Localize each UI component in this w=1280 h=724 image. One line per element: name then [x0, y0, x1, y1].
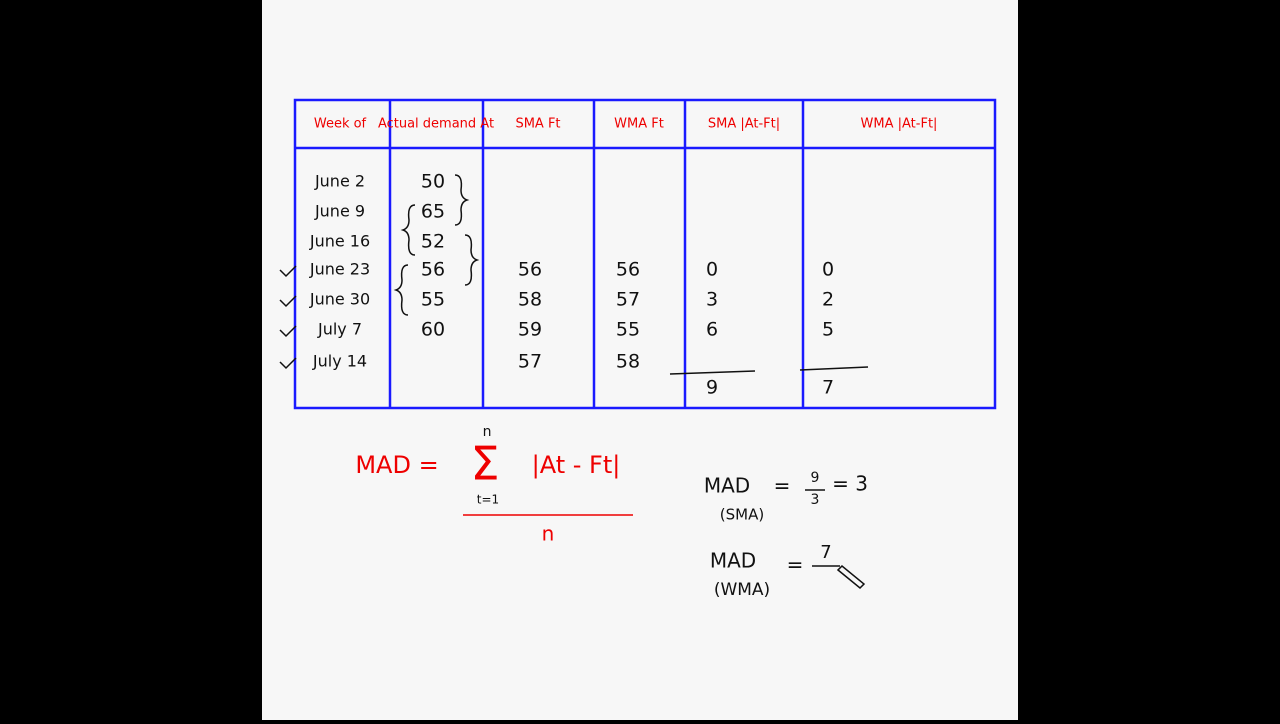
brace: [393, 264, 409, 316]
formula-term: |At - Ft|: [532, 451, 621, 479]
cell: June 23: [309, 260, 370, 279]
cell: 0: [822, 259, 834, 281]
formula: MAD = Σ n t=1 |At - Ft| n: [355, 424, 620, 546]
formula-denominator: n: [542, 522, 555, 546]
column-header: SMA Ft: [515, 117, 560, 132]
cell: 59: [518, 319, 542, 341]
sum-rule: [799, 366, 869, 371]
table-border: [293, 98, 997, 410]
cell: 0: [706, 259, 718, 281]
cell: 5: [822, 319, 834, 341]
cell: 6: [706, 319, 718, 341]
formula-lhs: MAD =: [355, 451, 438, 479]
calculations: MAD (SMA) = 9 3 = 3 MAD (WMA) = 7: [704, 470, 868, 600]
column-total: 9: [706, 377, 718, 399]
cell: 56: [518, 259, 542, 281]
equals: =: [774, 474, 791, 498]
pen-cursor: [836, 564, 866, 590]
table-grid: [293, 98, 997, 410]
cell: July 7: [317, 320, 362, 339]
cell: July 14: [312, 352, 367, 371]
cell: June 30: [309, 290, 370, 309]
column-header: WMA |At-Ft|: [861, 117, 938, 132]
calc-denominator: 3: [811, 492, 820, 508]
calc-method: (SMA): [720, 506, 764, 524]
column-total: 7: [822, 377, 834, 399]
cell: 56: [421, 259, 445, 281]
cell: June 9: [314, 202, 365, 221]
calc-result: = 3: [832, 472, 868, 496]
cell: 65: [421, 201, 445, 223]
cell: 56: [616, 259, 640, 281]
column-header: Actual demand At: [378, 117, 494, 132]
cell: 50: [421, 171, 445, 193]
cell: 2: [822, 289, 834, 311]
calc-numerator: 7: [820, 542, 831, 563]
column-header: Week of: [314, 117, 367, 132]
cell: 57: [518, 351, 542, 373]
cell: June 2: [314, 172, 365, 191]
checkmarks: [279, 265, 297, 370]
sigma: Σ: [470, 437, 499, 491]
equals: =: [787, 553, 804, 577]
brace: [400, 204, 416, 256]
sum-lower: t=1: [477, 493, 499, 507]
cell: 58: [616, 351, 640, 373]
cell: 55: [616, 319, 640, 341]
decorations: [279, 174, 869, 590]
table-headers: Week of Actual demand At SMA Ft WMA Ft SMA |…: [314, 117, 938, 132]
cell: 58: [518, 289, 542, 311]
cell: June 16: [309, 232, 370, 251]
brace: [464, 234, 480, 286]
column-header: WMA Ft: [614, 117, 664, 132]
cell: 3: [706, 289, 718, 311]
sum-rule: [669, 370, 756, 375]
calc-method: (WMA): [714, 580, 770, 600]
calc-label: MAD: [710, 549, 756, 573]
calc-numerator: 9: [811, 470, 820, 486]
cell: 60: [421, 319, 445, 341]
column-header: SMA |At-Ft|: [708, 117, 780, 132]
whiteboard: [262, 0, 1018, 720]
calc-label: MAD: [704, 474, 750, 498]
cell: 52: [421, 231, 445, 253]
brace: [454, 174, 470, 226]
cell: 55: [421, 289, 445, 311]
cell: 57: [616, 289, 640, 311]
sum-upper: n: [483, 424, 492, 440]
